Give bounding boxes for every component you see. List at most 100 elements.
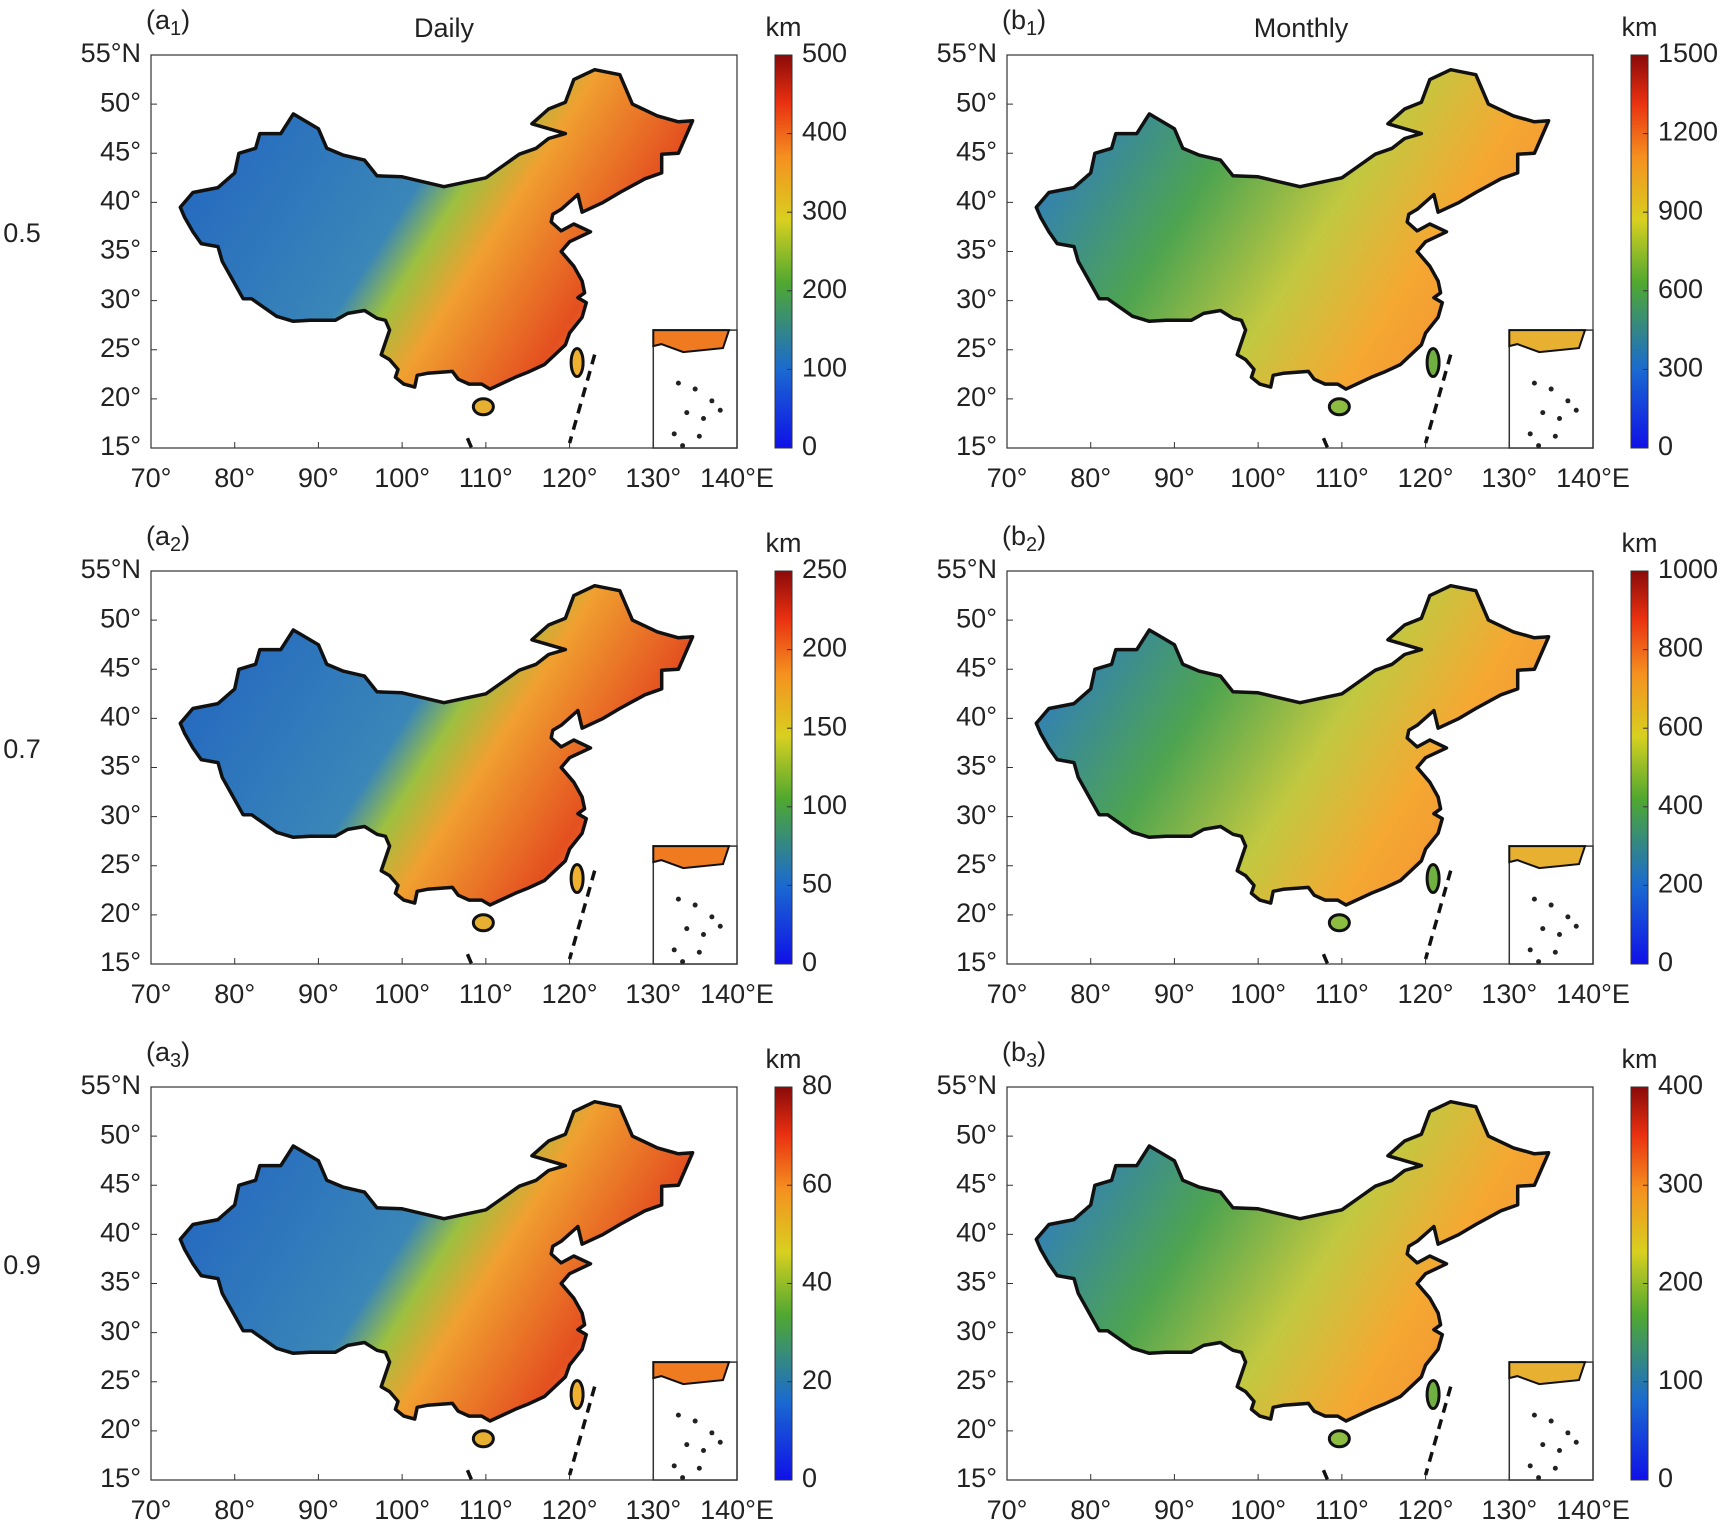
colorbar-tick-label: 150 [802, 711, 847, 741]
x-tick-label: 70° [131, 979, 172, 1009]
y-tick-label: 35° [956, 751, 997, 781]
inset-island [709, 398, 715, 404]
colorbar-tick-label: 80 [802, 1070, 832, 1100]
inset-island [709, 914, 715, 920]
inset-island [1565, 1430, 1571, 1436]
colorbar-tick-label: 0 [802, 1463, 817, 1493]
inset-island [1531, 896, 1537, 902]
inset-island [1531, 1412, 1537, 1418]
inset-island [1536, 443, 1542, 449]
inset-island [671, 947, 677, 953]
inset-island [1573, 407, 1579, 413]
inset-island [1548, 902, 1554, 908]
y-tick-label: 55°N [937, 1070, 997, 1100]
y-tick-label: 35° [100, 751, 141, 781]
colorbar-tick-label: 1000 [1658, 554, 1718, 584]
inset-island [675, 380, 681, 386]
inset-island [684, 410, 690, 416]
y-tick-label: 50° [956, 603, 997, 633]
y-tick-label: 35° [100, 235, 141, 265]
colorbar-tick-label: 100 [1658, 1365, 1703, 1395]
y-tick-label: 30° [100, 1316, 141, 1346]
boundary-dash [465, 354, 597, 449]
x-tick-label: 100° [374, 979, 430, 1009]
inset-island [680, 1475, 686, 1481]
y-tick-label: 20° [100, 382, 141, 412]
x-tick-label: 120° [542, 979, 598, 1009]
y-tick-label: 45° [956, 652, 997, 682]
y-tick-label: 20° [956, 1414, 997, 1444]
inset-island [1557, 416, 1563, 422]
inset-island [1552, 949, 1558, 955]
inset-island [1557, 1448, 1563, 1454]
inset-island [696, 1465, 702, 1471]
taiwan [1425, 1379, 1441, 1411]
colorbar [774, 570, 793, 965]
y-tick-label: 50° [100, 87, 141, 117]
inset-island [680, 443, 686, 449]
x-tick-label: 140°E [700, 1495, 774, 1525]
x-tick-label: 90° [1154, 979, 1195, 1009]
china-map [178, 67, 695, 391]
colorbar-tick-label: 500 [802, 38, 847, 68]
hainan [471, 913, 495, 933]
boundary-dash [465, 1386, 597, 1481]
x-tick-label: 110° [459, 979, 513, 1009]
inset-island [1565, 398, 1571, 404]
y-tick-label: 20° [956, 898, 997, 928]
x-tick-label: 120° [1398, 979, 1454, 1009]
x-tick-label: 100° [1230, 979, 1286, 1009]
inset-island [701, 932, 707, 938]
inset-island [1536, 1475, 1542, 1481]
inset-island [1548, 1418, 1554, 1424]
inset-coast [1508, 329, 1587, 354]
inset-island [684, 1442, 690, 1448]
inset-island [675, 896, 681, 902]
y-tick-label: 35° [956, 235, 997, 265]
inset-island [680, 959, 686, 965]
boundary-dash [465, 870, 597, 965]
y-tick-label: 45° [956, 136, 997, 166]
y-tick-label: 55°N [937, 554, 997, 584]
colorbar-tick-label: 50 [802, 869, 832, 899]
y-tick-label: 15° [100, 431, 141, 461]
colorbar-tick-label: 1200 [1658, 117, 1718, 147]
x-tick-label: 130° [1481, 463, 1537, 493]
x-tick-label: 140°E [1556, 463, 1630, 493]
map-panel: 15° 20° 25° 30° 35° 40° 45° 50° 55°N 70° 80° 90° 100… [3, 521, 847, 1009]
x-tick-label: 90° [1154, 1495, 1195, 1525]
colorbar-tick-label: 200 [802, 274, 847, 304]
colorbar-tick-label: 300 [1658, 1168, 1703, 1198]
y-tick-label: 30° [100, 800, 141, 830]
panel-label: (a2) [146, 521, 190, 556]
map-panel: 15° 20° 25° 30° 35° 40° 45° 50° 55°N 70° 80° 90° 100… [3, 5, 847, 493]
colorbar-tick-label: 0 [1658, 431, 1673, 461]
colorbar-tick-label: 1500 [1658, 38, 1718, 68]
inset-coast [652, 329, 731, 354]
y-tick-label: 25° [956, 849, 997, 879]
x-tick-label: 90° [298, 1495, 339, 1525]
x-tick-label: 80° [1070, 979, 1111, 1009]
y-tick-label: 20° [100, 1414, 141, 1444]
x-tick-label: 90° [298, 463, 339, 493]
y-tick-label: 25° [100, 849, 141, 879]
colorbar-tick-label: 20 [802, 1365, 832, 1395]
x-tick-label: 130° [625, 463, 681, 493]
y-tick-label: 40° [956, 1218, 997, 1248]
x-tick-label: 100° [1230, 1495, 1286, 1525]
y-tick-label: 20° [100, 898, 141, 928]
y-tick-label: 20° [956, 382, 997, 412]
inset-island [1565, 914, 1571, 920]
colorbar-tick-label: 100 [802, 353, 847, 383]
x-tick-label: 70° [131, 1495, 172, 1525]
x-tick-label: 140°E [1556, 1495, 1630, 1525]
colorbar-tick-label: 200 [802, 633, 847, 663]
x-tick-label: 120° [542, 1495, 598, 1525]
inset-coast [1508, 845, 1587, 870]
panel-label: (a1) [146, 5, 190, 40]
inset-island [1557, 932, 1563, 938]
inset-island [1573, 1439, 1579, 1445]
x-tick-label: 140°E [700, 463, 774, 493]
map-panel: 15° 20° 25° 30° 35° 40° 45° 50° 55°N 70° 80° 90° 100… [937, 521, 1718, 1009]
colorbar-tick-label: 0 [1658, 947, 1673, 977]
